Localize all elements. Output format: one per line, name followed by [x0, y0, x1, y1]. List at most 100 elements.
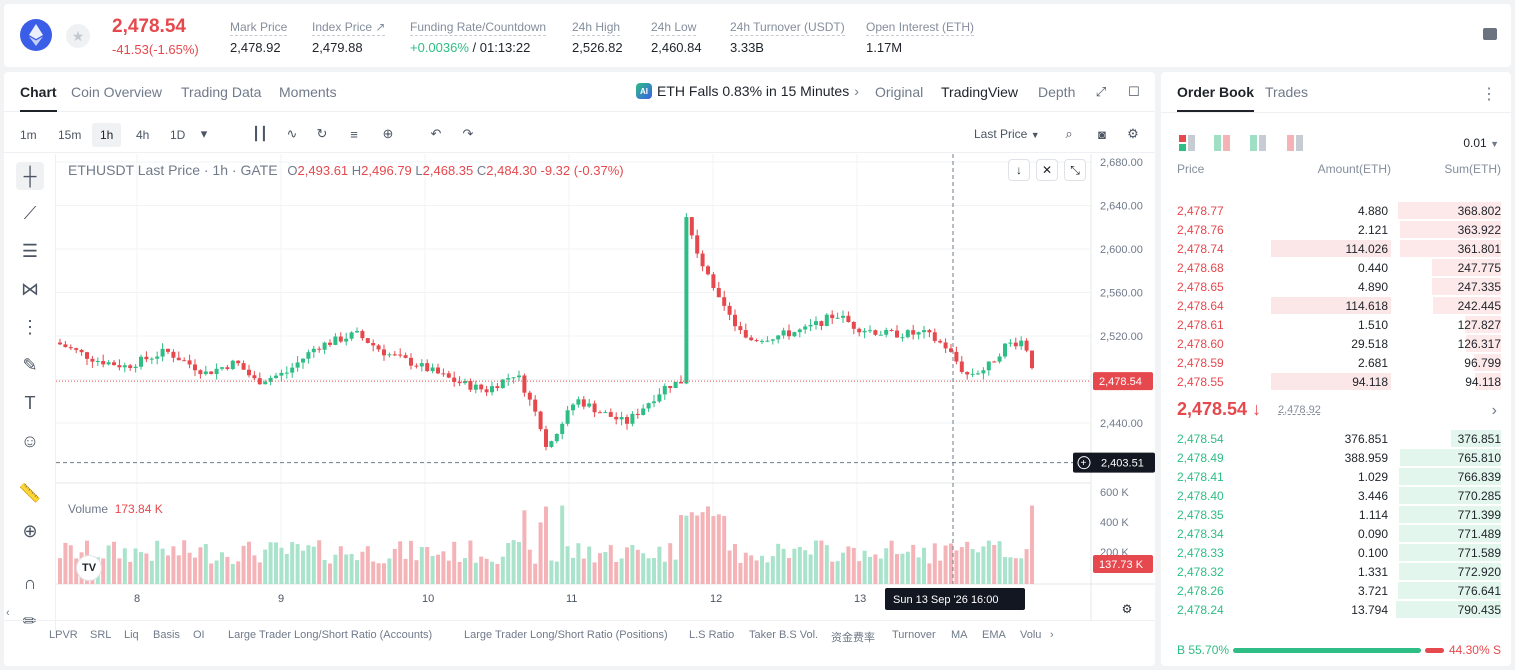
- ask-row[interactable]: 2,478.74 114.026 361.801: [1161, 239, 1511, 258]
- bid-row[interactable]: 2,478.24 13.794 790.435: [1161, 600, 1511, 619]
- book-icon[interactable]: [1483, 28, 1497, 40]
- ask-row[interactable]: 2,478.76 2.121 363.922: [1161, 220, 1511, 239]
- tab-trades[interactable]: Trades: [1265, 84, 1309, 100]
- fib-tool-icon[interactable]: ⋮: [21, 316, 39, 337]
- precision-select[interactable]: 0.01 ▼: [1463, 136, 1499, 150]
- pattern-tool-icon[interactable]: ⋈: [21, 278, 39, 299]
- layout-bids-icon[interactable]: [1250, 135, 1266, 151]
- bid-row[interactable]: 2,478.49 388.959 765.810: [1161, 448, 1511, 467]
- indicator-0[interactable]: LPVR: [49, 629, 78, 641]
- bid-row[interactable]: 2,478.35 1.114 771.399: [1161, 505, 1511, 524]
- indicator-12[interactable]: EMA: [982, 629, 1006, 641]
- volume-bar: [446, 560, 451, 584]
- arrow-down-icon[interactable]: ↓: [1008, 159, 1030, 181]
- ask-row[interactable]: 2,478.60 29.518 126.317: [1161, 334, 1511, 353]
- news-ticker[interactable]: AI ETH Falls 0.83% in 15 Minutes ›: [636, 83, 859, 99]
- undo-icon[interactable]: ↶: [430, 126, 442, 141]
- indicator-8[interactable]: Taker B.S Vol.: [749, 629, 819, 641]
- templates-icon[interactable]: ≡: [350, 126, 358, 142]
- camera-icon[interactable]: ◙: [1098, 126, 1106, 142]
- depth-bar: [1474, 354, 1501, 371]
- expand-icon[interactable]: ⤢: [1095, 84, 1107, 99]
- ask-row[interactable]: 2,478.61 1.510 127.827: [1161, 315, 1511, 334]
- bid-row[interactable]: 2,478.41 1.029 766.839: [1161, 467, 1511, 486]
- indicator-9[interactable]: 资金费率: [831, 632, 875, 644]
- maximize-icon[interactable]: ⤡: [1064, 159, 1086, 181]
- indicator-7[interactable]: L.S Ratio: [689, 629, 735, 641]
- indicator-3[interactable]: Basis: [153, 629, 180, 641]
- view-original[interactable]: Original: [875, 84, 924, 100]
- candle-type-icon[interactable]: ┃┃: [252, 126, 268, 141]
- ask-row[interactable]: 2,478.55 94.118 94.118: [1161, 372, 1511, 391]
- bid-row[interactable]: 2,478.34 0.090 771.489: [1161, 524, 1511, 543]
- collapse-icon[interactable]: ✕: [1036, 159, 1058, 181]
- magnet-tool-icon[interactable]: ∩: [23, 572, 37, 593]
- candle-body: [90, 358, 95, 362]
- settings-gear-icon[interactable]: ⚙: [1116, 598, 1138, 620]
- chevron-right-icon[interactable]: ›: [1050, 629, 1054, 641]
- indicator-10[interactable]: Turnover: [892, 629, 936, 641]
- ruler-tool-icon[interactable]: 📏: [18, 482, 42, 503]
- layout-split-icon[interactable]: [1214, 135, 1230, 151]
- view-depth[interactable]: Depth: [1038, 84, 1076, 100]
- view-tradingview[interactable]: TradingView: [941, 84, 1019, 100]
- ask-row[interactable]: 2,478.65 4.890 247.335: [1161, 277, 1511, 296]
- bid-row[interactable]: 2,478.26 3.721 776.641: [1161, 581, 1511, 600]
- price-type-select[interactable]: Last Price ▼: [974, 127, 1040, 141]
- layout-asks-icon[interactable]: [1287, 135, 1303, 151]
- crosshair-tool-icon[interactable]: ┼: [16, 162, 44, 190]
- emoji-tool-icon[interactable]: ☺: [20, 430, 40, 451]
- indicator-2[interactable]: Liq: [124, 629, 139, 641]
- bid-row[interactable]: 2,478.33 0.100 771.589: [1161, 543, 1511, 562]
- window-icon[interactable]: ☐: [1128, 84, 1140, 99]
- bid-row[interactable]: 2,478.40 3.446 770.285: [1161, 486, 1511, 505]
- price-chart[interactable]: 2,680.00 2,640.00 2,600.00 2,560.00 2,520.00…: [56, 154, 1155, 620]
- indicators-icon[interactable]: ∿: [286, 126, 298, 141]
- tab-chart[interactable]: Chart: [20, 84, 57, 112]
- settings-gear-icon[interactable]: ⚙: [1127, 126, 1139, 141]
- indicator-13[interactable]: Volu: [1020, 629, 1042, 641]
- volume-bar: [878, 558, 883, 584]
- crosshair-time-tag-bg: [885, 588, 1025, 610]
- timeframe-4h[interactable]: 4h: [136, 128, 150, 142]
- ask-row[interactable]: 2,478.68 0.440 247.775: [1161, 258, 1511, 277]
- chevron-right-icon[interactable]: ›: [1491, 402, 1497, 419]
- chevron-left-icon[interactable]: ‹: [6, 607, 10, 619]
- trendline-tool-icon[interactable]: ⟋: [23, 202, 37, 223]
- refresh-icon[interactable]: ↻: [316, 126, 328, 141]
- mid-mark-price[interactable]: 2,478.92: [1278, 404, 1321, 416]
- candle-body: [554, 433, 559, 442]
- bid-row[interactable]: 2,478.32 1.331 772.920: [1161, 562, 1511, 581]
- tab-moments[interactable]: Moments: [279, 84, 337, 100]
- horizontal-lines-tool-icon[interactable]: ☰: [21, 240, 39, 261]
- dropdown-caret-icon[interactable]: ▾: [200, 126, 208, 141]
- stat-index-price[interactable]: Index Price ↗ 2,479.88: [312, 18, 386, 55]
- tab-trading-data[interactable]: Trading Data: [181, 84, 262, 100]
- ask-row[interactable]: 2,478.77 4.880 368.802: [1161, 201, 1511, 220]
- indicator-4[interactable]: OI: [193, 629, 205, 641]
- ask-row[interactable]: 2,478.59 2.681 96.799: [1161, 353, 1511, 372]
- indicator-5[interactable]: Large Trader Long/Short Ratio (Accounts): [228, 629, 433, 641]
- volume-bar: [846, 546, 851, 584]
- timeframe-15m[interactable]: 15m: [58, 128, 82, 142]
- text-tool-icon[interactable]: T: [24, 392, 36, 413]
- brush-tool-icon[interactable]: ✎: [22, 354, 38, 375]
- favorite-star-icon[interactable]: ★: [66, 24, 90, 48]
- indicator-6[interactable]: Large Trader Long/Short Ratio (Positions…: [464, 629, 668, 641]
- candle-body: [743, 330, 748, 338]
- more-options-icon[interactable]: ⋮: [1481, 86, 1497, 103]
- indicator-1[interactable]: SRL: [90, 629, 112, 641]
- layout-both-icon[interactable]: [1179, 135, 1195, 151]
- tab-order-book[interactable]: Order Book: [1177, 84, 1255, 112]
- zoom-in-tool-icon[interactable]: ⊕: [22, 520, 38, 541]
- timeframe-1h[interactable]: 1h: [92, 123, 122, 147]
- bid-row[interactable]: 2,478.54 376.851 376.851: [1161, 429, 1511, 448]
- tab-coin-overview[interactable]: Coin Overview: [71, 84, 163, 100]
- timeframe-1m[interactable]: 1m: [20, 128, 37, 142]
- redo-icon[interactable]: ↷: [462, 126, 474, 141]
- add-icon[interactable]: ⊕: [382, 126, 394, 141]
- indicator-11[interactable]: MA: [951, 629, 968, 641]
- ask-row[interactable]: 2,478.64 114.618 242.445: [1161, 296, 1511, 315]
- timeframe-1d[interactable]: 1D: [170, 128, 186, 142]
- search-icon[interactable]: ⌕: [1065, 126, 1073, 141]
